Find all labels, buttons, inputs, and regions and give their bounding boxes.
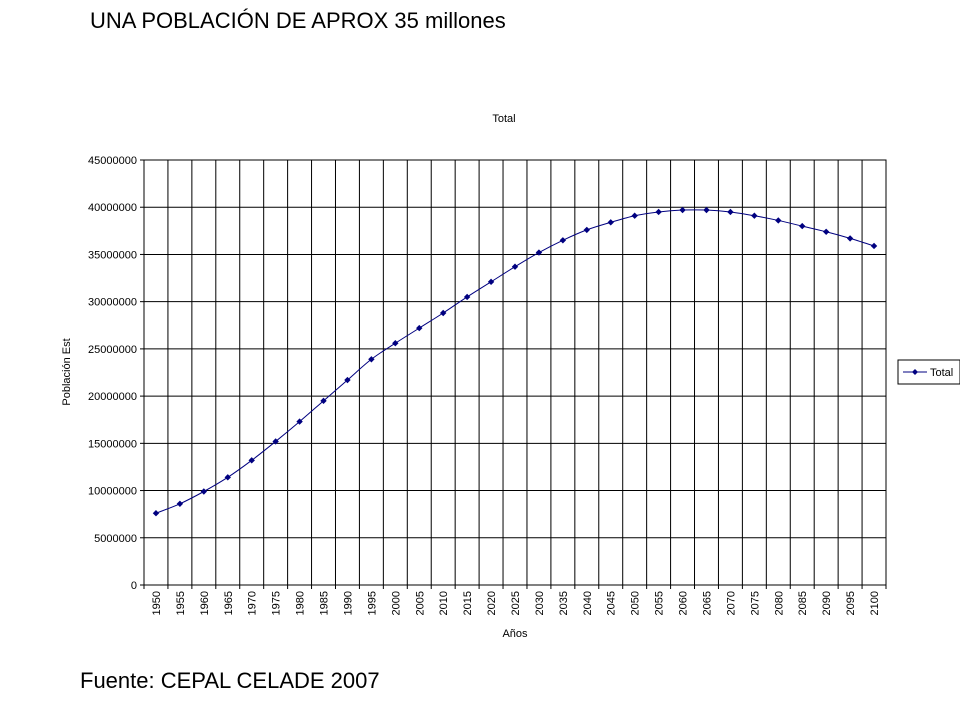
data-point-marker (344, 376, 351, 384)
data-point-marker (200, 488, 208, 495)
data-point-marker (775, 217, 782, 224)
x-tick-label: 1950 (151, 591, 163, 615)
x-tick-label: 2060 (678, 591, 690, 615)
data-point-marker (870, 242, 878, 250)
x-tick-label: 2035 (558, 591, 570, 615)
x-tick-label: 2070 (725, 591, 737, 615)
data-point-marker (320, 397, 327, 405)
x-tick-label: 2000 (390, 591, 402, 615)
data-point-marker (392, 340, 399, 347)
y-tick-label: 15000000 (88, 438, 137, 450)
data-point-marker (703, 206, 710, 214)
x-tick-label: 1995 (366, 591, 378, 615)
x-tick-label: 2010 (438, 591, 450, 615)
series-markers-total (152, 206, 878, 517)
x-tick-label: 2100 (869, 591, 881, 615)
x-axis-label: Años (502, 628, 528, 640)
data-point-marker (822, 228, 830, 235)
y-axis-label: Población Est (61, 338, 73, 405)
data-point-marker (679, 206, 686, 214)
x-tick-label: 2090 (821, 591, 833, 615)
y-tick-label: 40000000 (88, 202, 137, 214)
x-tick-label: 2005 (414, 591, 426, 615)
data-point-marker (487, 278, 495, 286)
data-point-marker (631, 212, 638, 219)
x-tick-label: 1955 (175, 591, 187, 615)
data-point-marker (368, 356, 375, 363)
chart-legend: Total (897, 359, 960, 385)
slide-title: UNA POBLACIÓN DE APROX 35 millones (90, 8, 506, 33)
x-tick-label: 2030 (534, 591, 546, 615)
data-point-marker (152, 510, 160, 517)
data-point-marker (511, 263, 519, 270)
y-tick-label: 25000000 (88, 344, 137, 356)
x-tick-label: 2080 (773, 591, 785, 615)
x-tick-label: 1965 (223, 591, 235, 615)
data-point-marker (607, 219, 614, 226)
x-tick-label: 2025 (510, 591, 522, 615)
data-point-marker (535, 249, 543, 256)
y-gridlines (144, 159, 886, 586)
data-point-marker (416, 324, 423, 332)
legend-marker (912, 369, 918, 375)
y-tick-label: 30000000 (88, 297, 137, 309)
y-tick-label: 0 (131, 580, 137, 592)
x-tick-label: 2065 (701, 591, 713, 615)
data-point-marker (799, 222, 806, 230)
chart-title: Total (492, 113, 515, 125)
legend-label-total: Total (930, 367, 953, 379)
data-point-marker (176, 500, 184, 507)
data-point-marker (439, 309, 447, 317)
y-axis-ticks: 0 5000000 10000000 15000000 20000000 25000000… (88, 155, 144, 592)
data-point-marker (272, 438, 279, 445)
data-point-marker (846, 235, 854, 242)
x-tick-label: 1985 (319, 591, 331, 615)
data-point-marker (248, 457, 255, 464)
x-tick-label: 2085 (797, 591, 809, 615)
data-point-marker (583, 226, 591, 234)
y-tick-label: 35000000 (88, 249, 137, 261)
data-point-marker (751, 212, 758, 219)
x-tick-label: 2095 (845, 591, 857, 615)
x-axis-ticks: 1950 1955 1960 1965 1970 1975 1980 1985 1990 1995… (143, 585, 887, 615)
data-point-marker (463, 293, 471, 301)
x-tick-label: 2040 (582, 591, 594, 615)
data-point-marker (559, 237, 567, 244)
x-gridlines (167, 160, 863, 585)
y-tick-label: 5000000 (94, 533, 137, 545)
x-tick-label: 2015 (462, 591, 474, 615)
plot-area (143, 159, 887, 586)
x-tick-label: 2050 (630, 591, 642, 615)
x-tick-label: 1990 (342, 591, 354, 615)
x-tick-label: 1975 (271, 591, 283, 615)
x-tick-label: 1970 (247, 591, 259, 615)
y-tick-label: 10000000 (88, 486, 137, 498)
x-tick-label: 2055 (654, 591, 666, 615)
data-point-marker (655, 208, 662, 216)
x-tick-label: 1980 (295, 591, 307, 615)
x-tick-label: 2075 (749, 591, 761, 615)
y-tick-label: 20000000 (88, 391, 137, 403)
data-point-marker (727, 208, 734, 216)
data-point-marker (224, 474, 231, 481)
y-tick-label: 45000000 (88, 155, 137, 167)
data-point-marker (296, 418, 303, 425)
x-tick-label: 2020 (486, 591, 498, 615)
x-tick-label: 2045 (606, 591, 618, 615)
source-note: Fuente: CEPAL CELADE 2007 (80, 668, 380, 693)
x-tick-label: 1960 (199, 591, 211, 615)
